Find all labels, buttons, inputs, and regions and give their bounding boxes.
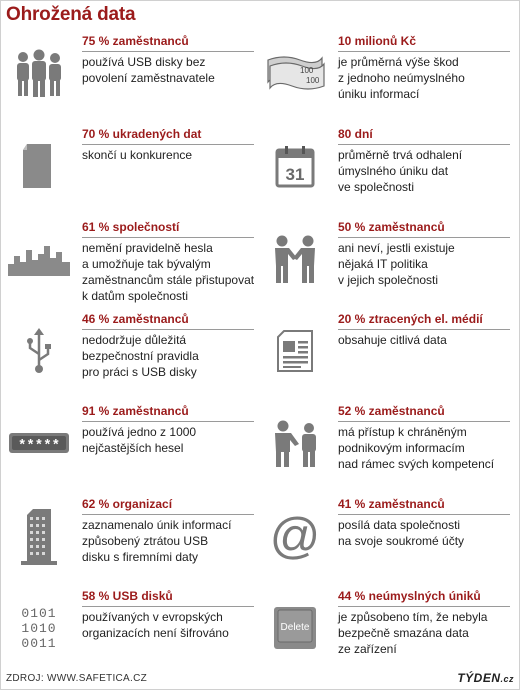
binary-line: 1010	[21, 620, 57, 636]
stat-heading: 46 % zaměstnanců	[82, 312, 254, 330]
stat-item: Delete 44 % neúmyslných úniků je způsobe…	[262, 589, 512, 677]
stat-description: ani neví, jestli existuje nějaká IT poli…	[338, 241, 455, 287]
source-note: ZDROJ: WWW.SAFETICA.CZ	[6, 673, 148, 684]
stat-item: 61 % společností nemění pravidelně hesla…	[6, 220, 256, 308]
stat-item: 100 100 10 milionů Kč je průměrná výše š…	[262, 34, 512, 122]
document-icon	[6, 131, 72, 201]
stat-description: používaných v evropských organizacích ne…	[82, 610, 229, 640]
stat-heading: 10 milionů Kč	[338, 34, 510, 52]
stat-description: obsahuje citlivá data	[338, 333, 447, 347]
password-field-icon: *****	[6, 408, 72, 478]
stat-item: 0101 1010 0011 58 % USB disků používanýc…	[6, 589, 256, 677]
binary-line: 0011	[21, 635, 57, 651]
stat-heading: 91 % zaměstnanců	[82, 404, 254, 422]
usb-icon	[6, 316, 72, 386]
stat-heading: 44 % neúmyslných úniků	[338, 589, 510, 607]
banknote-label: 100	[300, 66, 314, 75]
stat-description: nemění pravidelně hesla a umožňuje tak b…	[82, 241, 255, 303]
stat-description: posílá data společnosti na svoje soukrom…	[338, 518, 465, 548]
stat-heading: 75 % zaměstnanců	[82, 34, 254, 52]
stat-description: průměrně trvá odhalení úmyslného úniku d…	[338, 148, 463, 194]
stat-description: je způsobeno tím, že nebyla bezpečně sma…	[338, 610, 488, 656]
binary-code-icon: 0101 1010 0011	[6, 593, 72, 663]
key-label: Delete	[281, 622, 310, 633]
stat-description: má přístup k chráněným podnikovým inform…	[338, 425, 495, 471]
calendar-day: 31	[286, 165, 305, 184]
office-building-icon	[6, 501, 72, 571]
binary-line: 0101	[21, 605, 57, 621]
banknotes-icon: 100 100	[262, 38, 328, 108]
stat-heading: 61 % společností	[82, 220, 254, 238]
stat-item: 50 % zaměstnanců ani neví, jestli existu…	[262, 220, 512, 308]
handshake-icon	[262, 224, 328, 294]
calendar-icon: 31	[262, 131, 328, 201]
stat-heading: 41 % zaměstnanců	[338, 497, 510, 515]
stat-heading: 70 % ukradených dat	[82, 127, 254, 145]
at-sign-icon: @	[269, 508, 321, 564]
brand-suffix: .cz	[500, 674, 514, 684]
banknote-label: 100	[306, 76, 320, 85]
stat-item: 20 % ztracených el. médií obsahuje citli…	[262, 312, 512, 400]
brand-name: TÝDEN	[457, 671, 501, 685]
stat-description: nedodržuje důležitá bezpečnostní pravidl…	[82, 333, 199, 379]
stat-description: zaznamenalo únik informací způsobený ztr…	[82, 518, 232, 564]
stat-item: 31 80 dní průměrně trvá odhalení úmyslné…	[262, 127, 512, 215]
stat-heading: 58 % USB disků	[82, 589, 254, 607]
stat-description: skončí u konkurence	[82, 148, 193, 162]
stat-heading: 20 % ztracených el. médií	[338, 312, 510, 330]
stat-heading: 52 % zaměstnanců	[338, 404, 510, 422]
city-skyline-icon	[6, 224, 72, 294]
stat-heading: 50 % zaměstnanců	[338, 220, 510, 238]
brand-logo: TÝDEN.cz	[457, 671, 514, 685]
stat-description: je průměrná výše škod z jednoho neúmysln…	[338, 55, 465, 101]
password-mask: *****	[18, 438, 60, 454]
stat-item: 62 % organizací zaznamenalo únik informa…	[6, 497, 256, 585]
page-title: Ohrožená data	[6, 4, 136, 25]
stat-heading: 62 % organizací	[82, 497, 254, 515]
stat-item: 75 % zaměstnanců používá USB disky bez p…	[6, 34, 256, 122]
stat-description: používá USB disky bez povolení zaměstnav…	[82, 55, 215, 85]
stat-item: 70 % ukradených dat skončí u konkurence	[6, 127, 256, 215]
stat-item: 52 % zaměstnanců má přístup k chráněným …	[262, 404, 512, 492]
people-meeting-icon	[262, 408, 328, 478]
stat-item: @ 41 % zaměstnanců posílá data společnos…	[262, 497, 512, 585]
newspaper-icon	[262, 316, 328, 386]
people-group-icon	[6, 38, 72, 108]
stat-heading: 80 dní	[338, 127, 510, 145]
stat-item: 46 % zaměstnanců nedodržuje důležitá bez…	[6, 312, 256, 400]
stat-description: používá jedno z 1000 nejčastějších hesel	[82, 425, 197, 455]
stat-item: ***** 91 % zaměstnanců používá jedno z 1…	[6, 404, 256, 492]
delete-key-icon: Delete	[262, 593, 328, 663]
